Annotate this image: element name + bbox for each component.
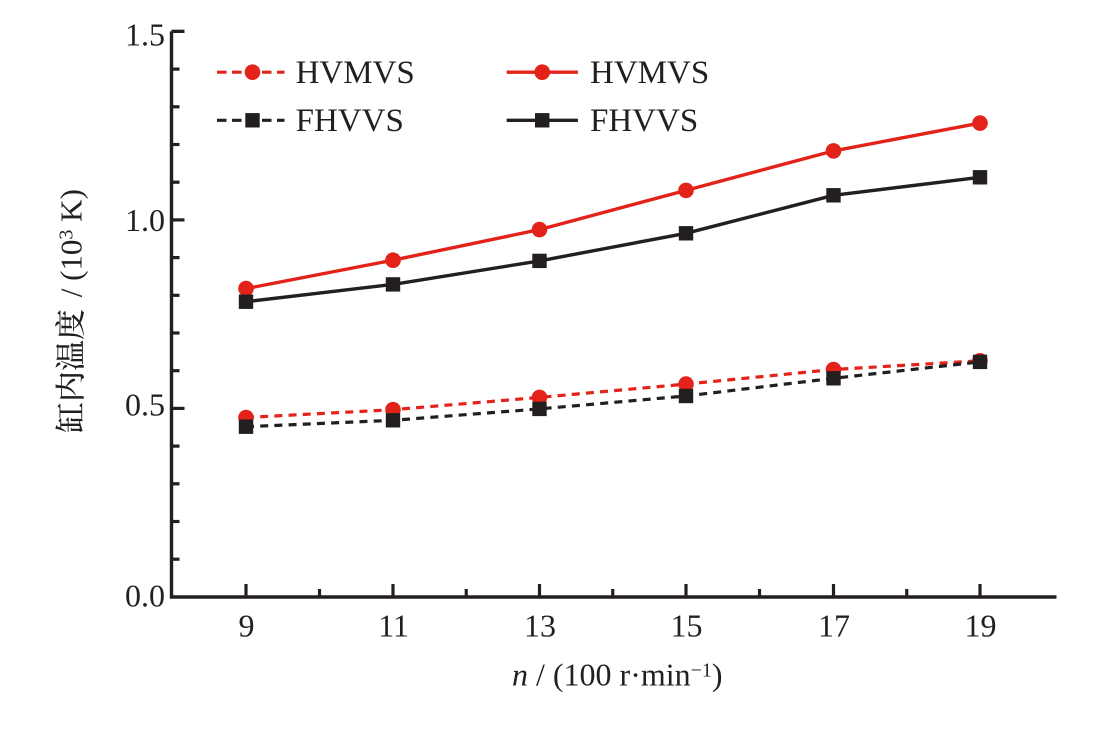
svg-text:1.0: 1.0 bbox=[125, 202, 165, 238]
svg-text:15: 15 bbox=[671, 608, 703, 644]
svg-text:FHVVS: FHVVS bbox=[590, 103, 698, 139]
svg-text:/ (103 K): / (103 K) bbox=[54, 189, 89, 305]
svg-text:FHVVS: FHVVS bbox=[296, 103, 404, 139]
svg-text:11: 11 bbox=[378, 608, 409, 644]
svg-text:17: 17 bbox=[818, 608, 850, 644]
svg-text:HVMVS: HVMVS bbox=[296, 55, 415, 91]
svg-text:19: 19 bbox=[965, 608, 997, 644]
svg-text:0.0: 0.0 bbox=[125, 578, 165, 614]
svg-text:1.5: 1.5 bbox=[125, 17, 165, 53]
svg-text:0.5: 0.5 bbox=[125, 386, 165, 422]
svg-text:n / (100 r·min−1): n / (100 r·min−1) bbox=[512, 656, 723, 692]
svg-text:HVMVS: HVMVS bbox=[590, 55, 709, 91]
svg-text:13: 13 bbox=[524, 608, 556, 644]
svg-text:9: 9 bbox=[239, 608, 255, 644]
